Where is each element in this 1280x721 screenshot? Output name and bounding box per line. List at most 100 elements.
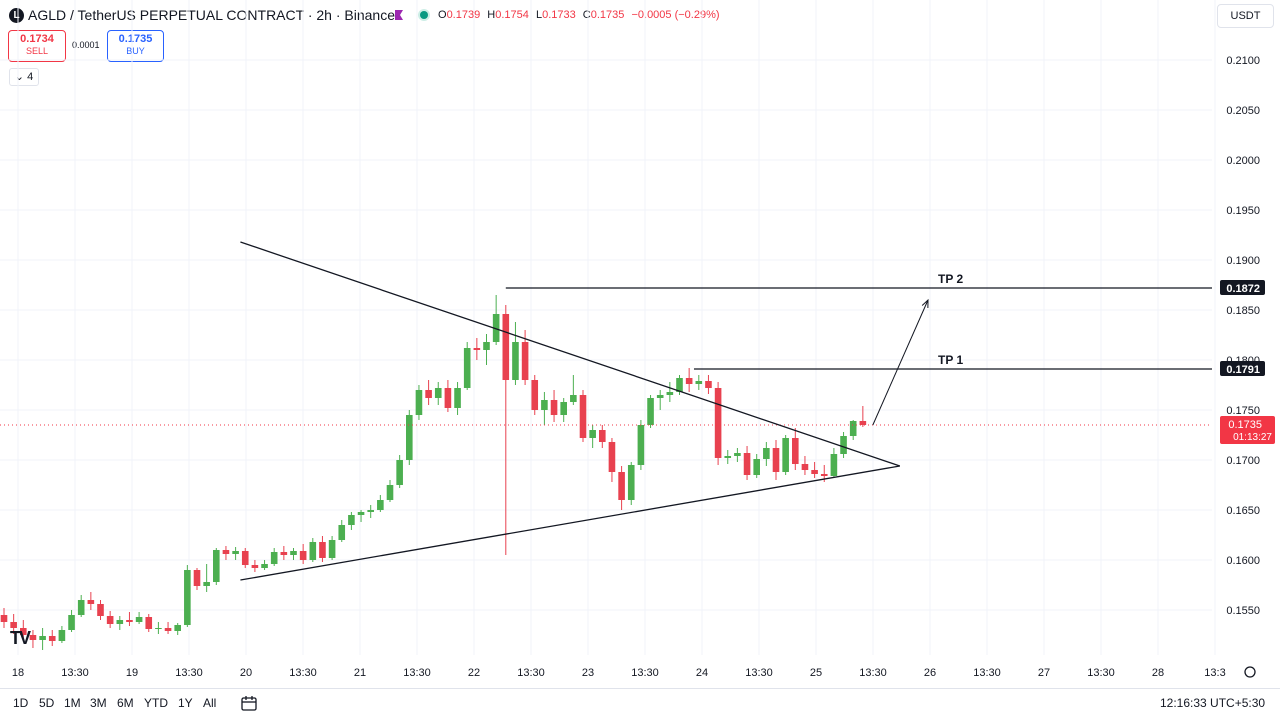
range-1d-button[interactable]: 1D	[13, 696, 29, 710]
range-1m-button[interactable]: 1M	[64, 696, 81, 710]
time-tick-label: 13:30	[1087, 667, 1115, 679]
time-tick-label: 13:30	[631, 667, 659, 679]
candle-body	[618, 472, 625, 500]
price-chart[interactable]: TP 2 TP 1 0.1550 0.1600 0.1650 0.1700 0.1750 0…	[0, 0, 1280, 688]
candle-body	[782, 438, 789, 472]
candle-body	[714, 388, 722, 458]
calendar-icon[interactable]	[240, 694, 258, 712]
candle-body	[840, 436, 847, 454]
range-all-button[interactable]: All	[203, 696, 217, 710]
candle-body	[48, 636, 56, 641]
candle-body	[357, 512, 365, 515]
current-price-label-bg	[1220, 416, 1275, 444]
tp2-label: TP 2	[938, 272, 963, 286]
candle-body	[145, 617, 153, 629]
spread-value: 0.0001	[72, 40, 100, 50]
candle-body	[348, 515, 355, 525]
ohlc-close-value: 0.1735	[590, 9, 625, 21]
candle-body	[328, 540, 336, 558]
sell-label: SELL	[25, 46, 49, 56]
price-tick-label: 0.1950	[1226, 205, 1260, 217]
candle-body	[454, 388, 461, 408]
tp2-price-label: 0.1872	[1226, 283, 1260, 295]
time-tick-label: 13:30	[859, 667, 887, 679]
candle-body	[155, 628, 162, 629]
ohlc-high-value: 0.1754	[495, 9, 529, 21]
candle-body	[68, 615, 75, 630]
symbol-logo: L	[9, 8, 24, 23]
candle-body	[492, 314, 500, 342]
candle-body	[483, 342, 490, 350]
time-tick-label: 18	[12, 667, 24, 679]
candle-body	[753, 459, 760, 475]
candle-body	[213, 550, 220, 582]
clock[interactable]: 12:16:33 UTC+5:30	[1160, 696, 1266, 710]
candle-body	[87, 600, 95, 604]
time-tick-label: 24	[696, 667, 708, 679]
candle-body	[550, 400, 558, 415]
ohlc-change-value: −0.0005 (−0.29%)	[631, 9, 720, 21]
indicator-count: 4	[27, 71, 34, 83]
time-tick-label: 13:3	[1204, 667, 1225, 679]
candle-body	[473, 348, 481, 350]
price-label-bg	[1220, 361, 1265, 376]
chevron-down-icon: ⌄	[14, 71, 25, 83]
candle-body	[174, 625, 181, 631]
flag-icon[interactable]	[393, 9, 405, 21]
price-axis: 0.15500.16000.16500.17000.17500.18000.18…	[1220, 55, 1275, 617]
candle-body	[20, 628, 27, 635]
candle-body	[560, 402, 567, 415]
candle-body	[570, 395, 577, 402]
candle-body	[792, 438, 799, 464]
tradingview-logo[interactable]: TV	[10, 628, 31, 648]
settings-icon[interactable]	[1244, 666, 1256, 678]
price-tick-label: 0.1550	[1226, 605, 1260, 617]
ohlc-low-key: L	[535, 9, 543, 21]
range-5d-button[interactable]: 5D	[39, 696, 55, 710]
candle-body	[763, 448, 770, 459]
time-tick-label: 22	[468, 667, 480, 679]
candle-body	[743, 453, 751, 475]
time-tick-label: 25	[810, 667, 822, 679]
candle-body	[299, 551, 307, 560]
price-tick-label: 0.1700	[1226, 455, 1260, 467]
countdown-label: 01:13:27	[1233, 432, 1272, 443]
range-1y-button[interactable]: 1Y	[178, 696, 193, 710]
indicator-toggle[interactable]: ⌄ 4	[9, 68, 39, 86]
range-6m-button[interactable]: 6M	[117, 696, 134, 710]
candle-body	[29, 635, 37, 640]
candle-body	[386, 485, 394, 500]
chart-header: L AGLD / TetherUS PERPETUAL CONTRACT · 2…	[0, 0, 1280, 30]
candle-body	[541, 400, 548, 410]
candle-body	[106, 616, 114, 624]
range-3m-button[interactable]: 3M	[90, 696, 107, 710]
market-status-icon[interactable]	[420, 11, 428, 19]
candle-body	[126, 620, 133, 622]
candle-body	[290, 551, 297, 555]
candle-body	[637, 425, 645, 465]
ohlc-values: O0.1739 H0.1754 L0.1733 C0.1735 −0.0005 …	[438, 9, 724, 21]
candle-body	[811, 470, 818, 474]
candle-body	[261, 564, 268, 568]
buy-button[interactable]: 0.1735 BUY	[107, 30, 164, 62]
candle-body	[656, 395, 664, 398]
currency-button[interactable]: USDT	[1217, 4, 1274, 28]
range-ytd-button[interactable]: YTD	[144, 696, 168, 710]
time-tick-label: 27	[1038, 667, 1050, 679]
candle-body	[531, 380, 539, 410]
candle-body	[676, 378, 683, 392]
time-tick-label: 13:30	[403, 667, 431, 679]
time-tick-label: 26	[924, 667, 936, 679]
candle-body	[116, 620, 124, 624]
candle-body	[830, 454, 838, 476]
ohlc-high-key: H	[487, 9, 496, 21]
chart-grid	[0, 0, 1216, 655]
drawings: TP 2 TP 1	[0, 241, 1212, 581]
candle-body	[193, 570, 201, 586]
candle-body	[58, 630, 66, 641]
candle-body	[724, 456, 732, 458]
candle-body	[396, 460, 403, 485]
candle-body	[319, 542, 326, 558]
candle-body	[241, 551, 249, 565]
candle-body	[309, 542, 317, 560]
